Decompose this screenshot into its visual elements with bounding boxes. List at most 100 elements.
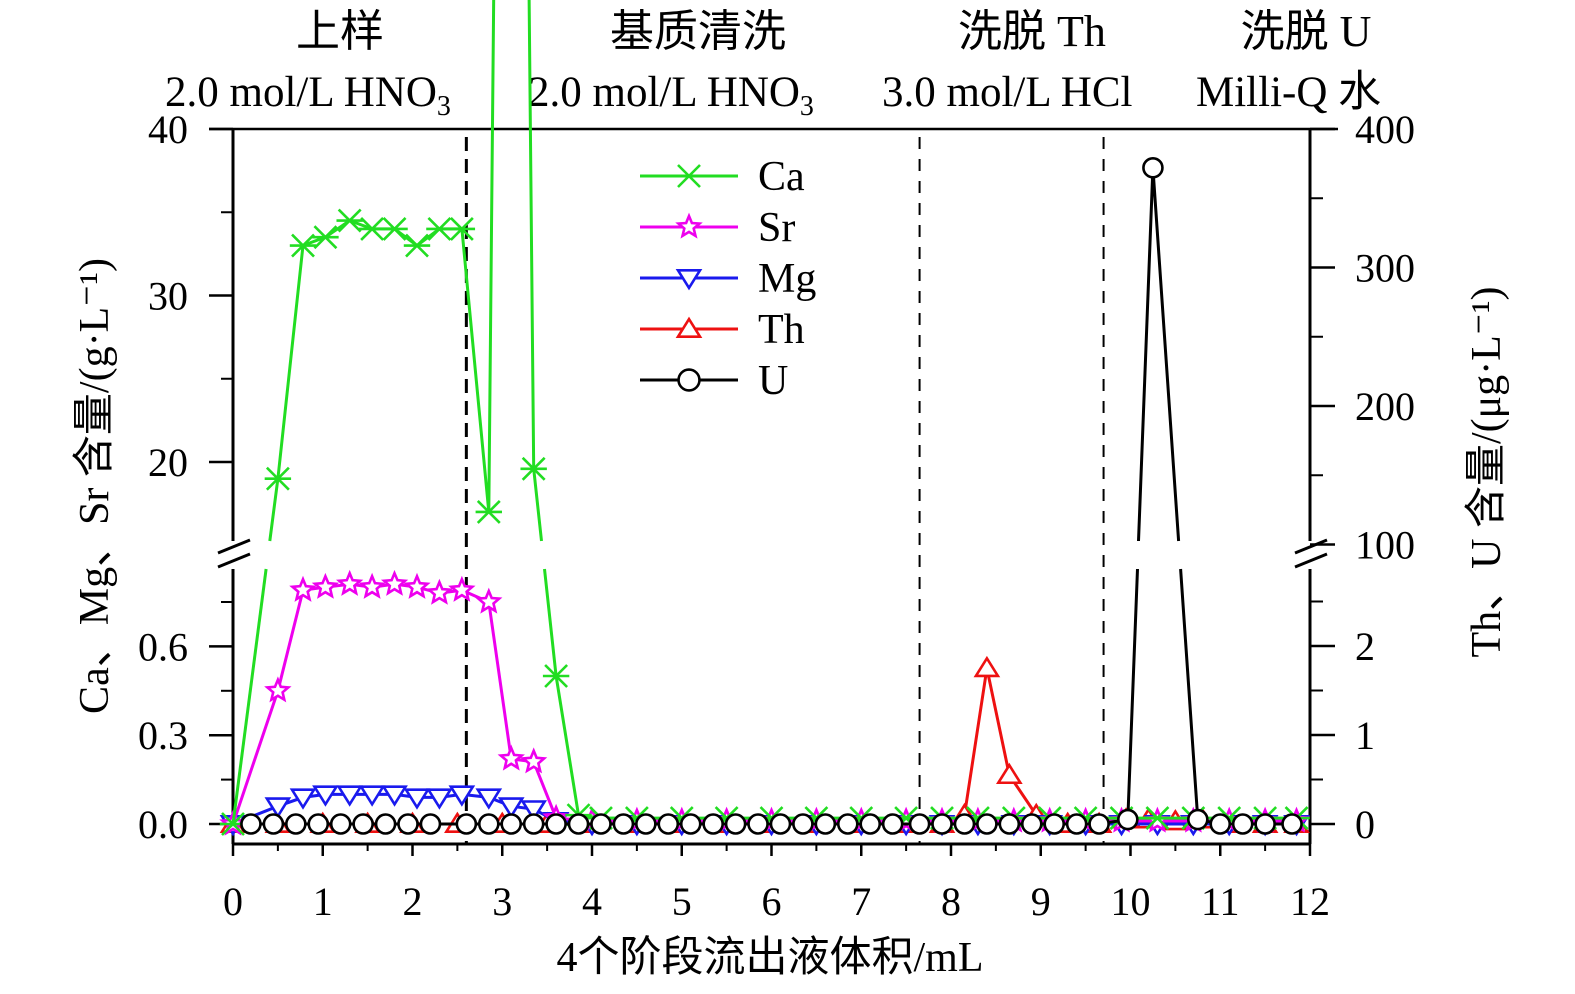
u-marker	[352, 813, 374, 835]
legend: Ca Sr Mg Th U	[640, 154, 816, 404]
left-axis-ticks: 0.0 0.3 0.6 20 30 40	[138, 107, 233, 847]
u-marker	[612, 813, 635, 835]
mg-marker	[264, 797, 292, 819]
mg-marker	[675, 268, 703, 291]
sr-marker	[403, 572, 431, 599]
u-marker	[1020, 813, 1043, 835]
series-line-ca	[268, 0, 543, 542]
series-ca	[219, 0, 1310, 836]
sr-marker	[358, 572, 386, 599]
u-marker	[724, 813, 747, 835]
u-marker	[1043, 813, 1066, 835]
x-tick-label: 3	[492, 879, 512, 924]
u-marker	[590, 813, 612, 835]
x-tick-label: 6	[762, 879, 782, 924]
ca-marker	[381, 216, 408, 241]
u-marker	[814, 813, 837, 835]
u-marker	[792, 813, 814, 835]
mg-marker	[381, 785, 408, 807]
right-axis-ticks: 0 1 2 100 200 300 400	[1310, 107, 1415, 847]
right-tick-label: 1	[1355, 713, 1375, 758]
u-marker	[1281, 813, 1303, 835]
mg-marker	[336, 785, 364, 807]
legend-entry-sr: Sr	[640, 205, 795, 251]
mg-marker	[289, 788, 317, 810]
u-marker	[1187, 808, 1209, 831]
u-marker	[679, 813, 702, 835]
sr-marker	[335, 569, 364, 596]
u-marker	[657, 813, 680, 835]
ca-marker	[289, 233, 317, 258]
ca-marker	[1144, 806, 1171, 830]
sr-marker	[497, 744, 525, 771]
left-tick-label: 0.0	[138, 802, 188, 847]
sr-marker	[675, 212, 703, 239]
left-tick-label: 30	[148, 274, 188, 319]
u-marker	[1117, 808, 1139, 831]
u-marker	[477, 813, 500, 835]
sr-marker	[289, 575, 317, 602]
u-marker	[419, 813, 442, 835]
u-marker	[1231, 813, 1254, 835]
sr-marker	[264, 676, 292, 703]
x-tick-label: 9	[1031, 879, 1051, 924]
series-layer	[219, 0, 1311, 837]
mg-marker	[426, 788, 453, 810]
stage-boundaries	[464, 137, 1105, 844]
u-marker	[1209, 813, 1232, 835]
left-tick-label: 0.6	[138, 624, 188, 669]
stage-2-label: 基质清洗	[610, 7, 786, 56]
series-th	[219, 655, 1310, 834]
u-marker	[931, 813, 953, 835]
th-marker	[995, 762, 1023, 785]
u-marker	[240, 813, 262, 835]
series-line-ca	[231, 568, 268, 825]
legend-entry-ca: Ca	[640, 154, 805, 200]
th-marker	[973, 655, 1001, 678]
u-marker	[522, 813, 545, 835]
left-tick-label: 20	[148, 440, 188, 485]
x-tick-label: 12	[1290, 879, 1330, 924]
right-tick-label: 0	[1355, 802, 1375, 847]
x-tick-label: 10	[1111, 879, 1151, 924]
ca-marker	[312, 225, 339, 250]
stage-1-label: 上样	[296, 7, 384, 56]
u-marker	[702, 813, 724, 835]
ca-marker	[426, 216, 453, 241]
u-marker	[998, 813, 1021, 835]
x-axis-ticks: 0 1 2 3 4 5 6 7 8 9 10 11 12	[223, 844, 1330, 924]
u-marker	[769, 813, 792, 835]
legend-label: U	[758, 358, 788, 404]
u-marker	[1088, 813, 1110, 835]
legend-label: Ca	[758, 154, 805, 200]
u-marker	[307, 813, 330, 835]
u-marker	[262, 813, 285, 835]
u-marker	[397, 813, 419, 835]
x-tick-label: 0	[223, 879, 243, 924]
x-tick-label: 7	[851, 879, 871, 924]
right-tick-label: 200	[1355, 384, 1415, 429]
x-tick-label: 4	[582, 879, 602, 924]
stage-3-label: 洗脱 Th	[958, 7, 1106, 56]
mg-marker	[312, 785, 339, 807]
series-line-u	[1179, 568, 1292, 826]
u-marker	[677, 368, 701, 392]
u-marker	[976, 813, 998, 835]
u-marker	[374, 813, 397, 835]
ca-marker	[403, 233, 431, 258]
ca-marker	[264, 466, 292, 491]
sr-marker	[380, 569, 409, 596]
u-marker	[1254, 813, 1276, 835]
mg-marker	[448, 785, 476, 807]
mg-marker	[497, 797, 525, 819]
x-tick-label: 2	[403, 879, 423, 924]
x-tick-label: 8	[941, 879, 961, 924]
u-marker	[545, 813, 567, 835]
x-tick-label: 11	[1201, 879, 1240, 924]
series-line-u	[250, 568, 1139, 826]
ca-marker	[336, 208, 363, 233]
mg-marker	[475, 788, 503, 810]
x-tick-label: 1	[313, 879, 333, 924]
sr-marker	[425, 578, 454, 605]
